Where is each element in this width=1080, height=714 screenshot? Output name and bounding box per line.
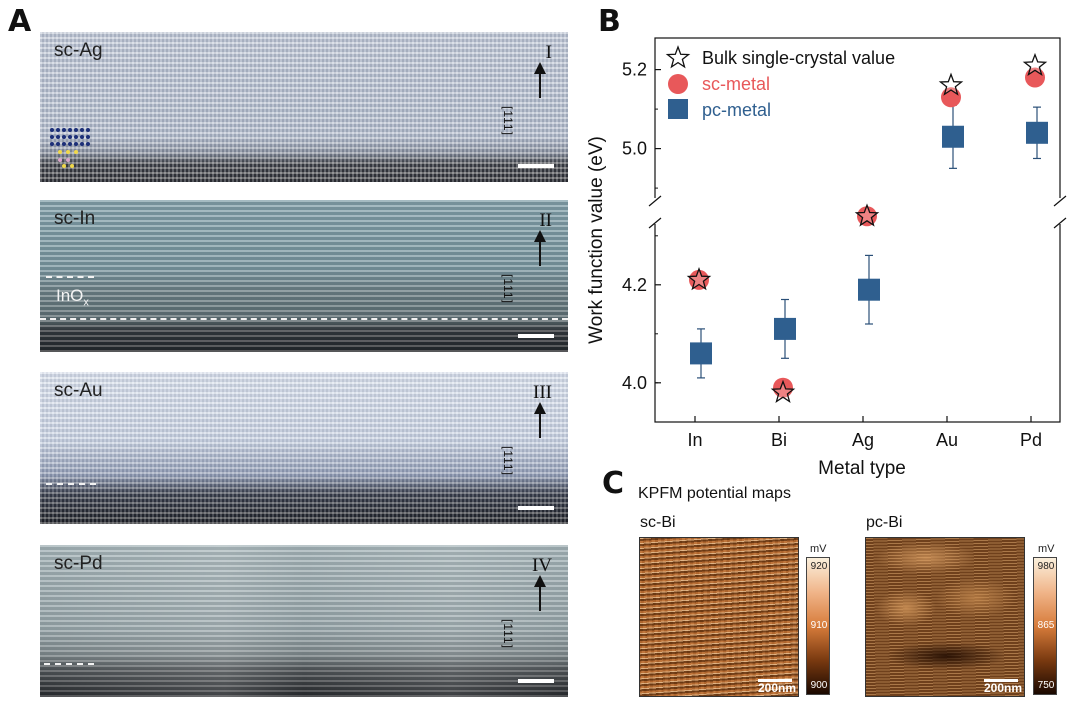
scale-bar [758, 679, 792, 682]
y-axis-label: Work function value (eV) [586, 136, 607, 344]
interface-dashed-line [46, 276, 94, 278]
sc-metal-point [1025, 67, 1045, 88]
colorbar-unit: mV [810, 543, 827, 555]
colorbar-tick: 920 [810, 561, 828, 572]
x-tick-label: Pd [1020, 430, 1042, 450]
x-tick-label: Bi [771, 430, 787, 450]
scale-bar-label: 200nm [757, 681, 796, 695]
legend-star-icon [665, 45, 691, 69]
legend-label-pc: pc-metal [702, 100, 771, 120]
y-tick-label: 5.0 [622, 139, 647, 159]
bulk-single-crystal-point [686, 267, 712, 291]
tem-label: sc-Ag [54, 40, 103, 61]
tem-roman-numeral: III [533, 382, 552, 403]
kpfm-map-sc-bi: 200nm [639, 537, 799, 697]
y-tick-label: 5.2 [622, 60, 647, 80]
pc-metal-point [942, 125, 964, 148]
colorbar-tick: 900 [810, 680, 828, 691]
panel-letter-a: A [8, 4, 32, 39]
tem-image-sc-au: sc-Au III [111] [40, 372, 568, 524]
panel-letter-b: B [598, 4, 621, 39]
tem-label: sc-Au [54, 380, 103, 401]
tem-image-sc-in: sc-In II [111] InOx [40, 200, 568, 352]
arrow-up-icon [534, 402, 546, 414]
kpfm-map-pc-bi: 200nm [865, 537, 1025, 697]
arrow-up-icon [534, 575, 546, 587]
colorbar-tick: 750 [1037, 680, 1055, 691]
legend-circle-icon [668, 74, 688, 94]
scale-bar-label: 200nm [983, 681, 1022, 695]
tem-label: sc-In [54, 208, 96, 229]
colorbar-tick: 910 [810, 620, 828, 631]
legend-square-icon [668, 99, 688, 119]
colorbar-tick: 980 [1037, 561, 1055, 572]
axis-break-left-gap [649, 198, 661, 224]
sc-metal-point [941, 87, 961, 108]
arrow-up-icon [534, 230, 546, 242]
arrow-shaft [539, 412, 541, 438]
sc-metal-point [773, 377, 793, 398]
atomic-model-icon [48, 128, 92, 168]
tem-image-sc-ag: sc-Ag I [111] [40, 32, 568, 182]
tem-roman-numeral: II [539, 210, 552, 231]
arrow-up-icon [534, 62, 546, 74]
legend-label-bulk: Bulk single-crystal value [702, 48, 895, 68]
x-tick-label: In [687, 430, 702, 450]
tem-roman-numeral: IV [531, 555, 552, 576]
plot-frame [654, 37, 1061, 423]
kpfm-label-pc: pc-Bi [866, 514, 903, 531]
kpfm-title: KPFM potential maps [638, 485, 791, 502]
y-tick-label: 4.0 [622, 373, 647, 393]
interface-dashed-line [46, 483, 96, 485]
interface-dashed-line [40, 318, 568, 320]
kpfm-label-sc: sc-Bi [640, 514, 676, 531]
bulk-single-crystal-point [770, 379, 796, 404]
y-tick-label: 4.2 [622, 275, 647, 295]
legend-label-sc: sc-metal [702, 74, 770, 94]
colorbar-pc-bi: 980 865 750 [1033, 557, 1057, 695]
pc-metal-point [690, 342, 712, 365]
scale-bar [518, 334, 554, 338]
bulk-single-crystal-point [854, 203, 880, 227]
colorbar-unit: mV [1038, 543, 1055, 555]
interface-dashed-line [44, 663, 94, 665]
axis-break-mark [1053, 217, 1067, 229]
pc-metal-point [858, 278, 880, 301]
x-axis-label: Metal type [818, 458, 906, 479]
tem-image-sc-pd: sc-Pd IV [111] [40, 545, 568, 697]
tem-label: sc-Pd [54, 553, 103, 574]
colorbar-tick: 865 [1037, 620, 1055, 631]
arrow-shaft [539, 585, 541, 611]
arrow-shaft [539, 72, 541, 98]
scale-bar [984, 679, 1018, 682]
x-tick-label: Ag [852, 430, 874, 450]
axis-break-mark [648, 195, 662, 207]
bulk-single-crystal-point [1022, 52, 1048, 76]
pc-metal-point [1026, 121, 1048, 144]
scale-bar [518, 679, 554, 683]
pc-metal-point [774, 317, 796, 340]
axis-break-right-gap [1054, 198, 1066, 224]
colorbar-sc-bi: 920 910 900 [806, 557, 830, 695]
x-tick-label: Au [936, 430, 958, 450]
arrow-shaft [539, 240, 541, 266]
axis-break-mark [1053, 195, 1067, 207]
tem-roman-numeral: I [545, 42, 552, 63]
panel-letter-c: C [602, 466, 625, 501]
axis-break-mark [648, 217, 662, 229]
scale-bar [518, 506, 554, 510]
bulk-single-crystal-point [938, 72, 964, 96]
oxide-layer-label: InOx [56, 286, 89, 309]
scale-bar [518, 164, 554, 168]
